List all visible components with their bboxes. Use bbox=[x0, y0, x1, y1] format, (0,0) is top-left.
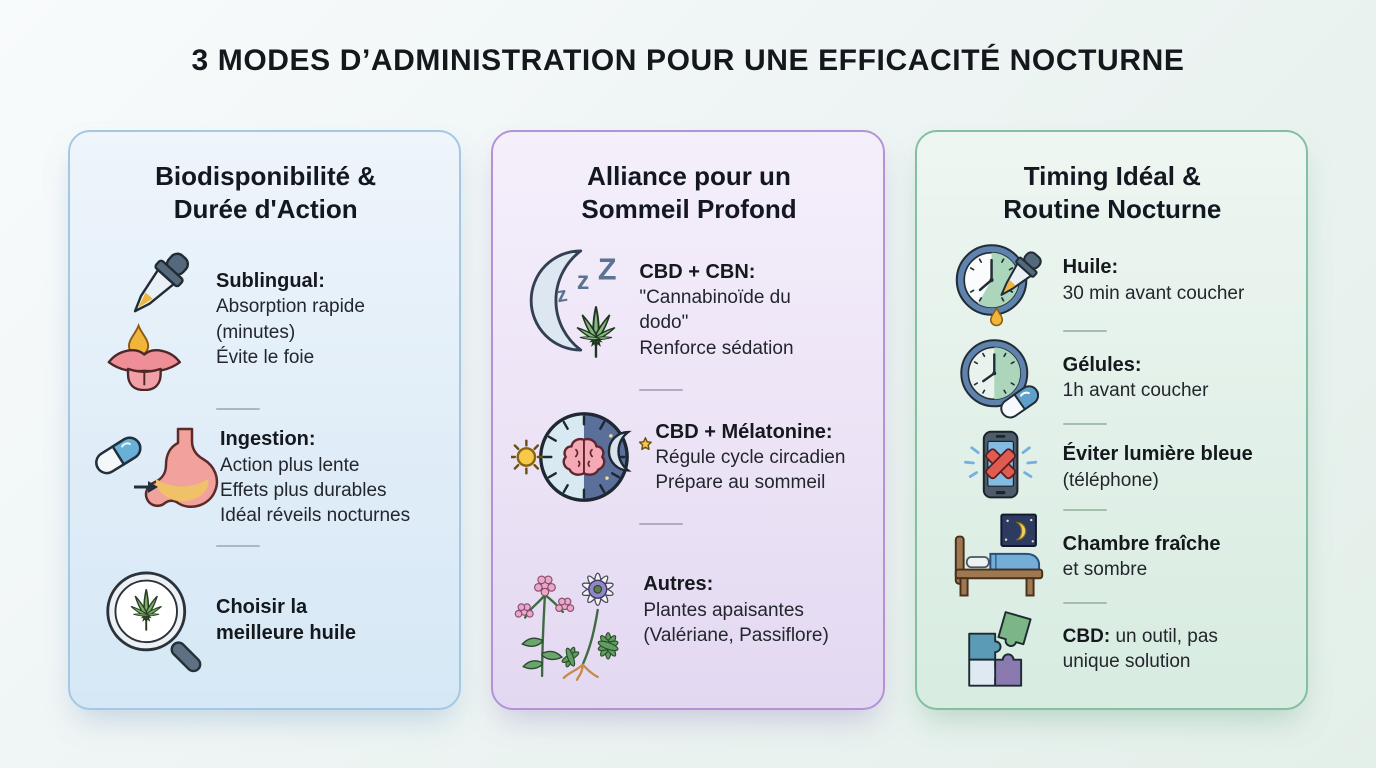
circadian-cycle-icon bbox=[511, 403, 655, 511]
item-cbd-melatonine: CBD + Mélatonine: Régule cycle circadien… bbox=[511, 403, 866, 511]
dropper-tongue-icon bbox=[88, 247, 216, 392]
item-label: CBD: bbox=[1062, 625, 1111, 647]
card-title: Timing Idéal & Routine Nocturne bbox=[1003, 161, 1222, 225]
item-line: 1h avant coucher bbox=[1062, 380, 1209, 402]
divider bbox=[216, 544, 260, 547]
item-huile: Huile: 30 min avant coucher bbox=[935, 232, 1290, 328]
divider bbox=[1062, 330, 1107, 332]
item-label: CBD + CBN: bbox=[639, 260, 756, 283]
item-line: Absorption rapide bbox=[216, 296, 365, 318]
item-label: Ingestion: bbox=[220, 428, 316, 451]
card-sleep-alliance: Alliance pour un Sommeil Profond z z Z bbox=[491, 130, 885, 710]
item-label: Chambre fraîche bbox=[1062, 532, 1221, 555]
item-line: unique solution bbox=[1062, 651, 1191, 673]
card-bioavailability: Biodisponibilité & Durée d'Action bbox=[68, 130, 462, 710]
card-body: Huile: 30 min avant coucher bbox=[935, 231, 1290, 694]
item-line: Régule cycle circadien bbox=[655, 447, 846, 469]
item-label: Autres: bbox=[643, 573, 714, 596]
item-line: Renforce sédation bbox=[639, 337, 794, 359]
divider bbox=[216, 407, 260, 410]
capsule-stomach-icon bbox=[88, 427, 220, 527]
item-line: (minutes) bbox=[216, 321, 296, 343]
bed-icon bbox=[935, 513, 1063, 601]
clock-dropper-icon bbox=[935, 232, 1063, 328]
svg-text:z: z bbox=[555, 283, 569, 307]
card-timing-routine: Timing Idéal & Routine Nocturne bbox=[914, 130, 1308, 710]
item-sublingual: Sublingual: Absorption rapide (minutes) … bbox=[88, 247, 443, 392]
item-cbd-cbn: z z Z bbox=[511, 243, 866, 377]
cards-container: Biodisponibilité & Durée d'Action bbox=[0, 130, 1376, 710]
moon-zzz-leaf-icon: z z Z bbox=[511, 243, 639, 377]
item-line: 30 min avant coucher bbox=[1062, 282, 1245, 304]
item-line: (Valériane, Passiflore) bbox=[643, 624, 829, 646]
item-label: Choisir la meilleure huile bbox=[216, 596, 357, 645]
divider bbox=[1062, 423, 1107, 426]
item-label: Gélules: bbox=[1062, 353, 1142, 376]
item-label: Sublingual: bbox=[216, 269, 325, 292]
item-line: Action plus lente bbox=[220, 454, 360, 476]
item-label: Huile: bbox=[1062, 256, 1119, 279]
svg-text:Z: Z bbox=[598, 252, 617, 286]
card-title: Alliance pour un Sommeil Profond bbox=[581, 161, 797, 225]
magnifier-leaf-icon bbox=[88, 563, 216, 677]
item-label: CBD + Mélatonine: bbox=[655, 420, 833, 443]
item-line-inline: un outil, pas bbox=[1115, 625, 1218, 647]
item-line: et sombre bbox=[1062, 559, 1148, 581]
item-line: "Cannabinoïde du dodo" bbox=[639, 287, 791, 334]
item-label: Éviter lumière bleue bbox=[1062, 443, 1253, 466]
item-best-oil: Choisir la meilleure huile bbox=[88, 563, 443, 677]
divider bbox=[1062, 602, 1107, 605]
item-line: Prépare au sommeil bbox=[655, 472, 826, 494]
divider bbox=[1062, 508, 1107, 511]
divider bbox=[639, 389, 684, 391]
card-title: Biodisponibilité & Durée d'Action bbox=[155, 161, 377, 225]
item-cbd-outil: CBD: un outil, pas unique solution bbox=[935, 606, 1290, 692]
puzzle-icon bbox=[935, 606, 1063, 692]
page-title: 3 MODES D’ADMINISTRATION POUR UNE EFFICA… bbox=[191, 44, 1185, 77]
item-lumiere-bleue: Éviter lumière bleue (téléphone) bbox=[935, 427, 1290, 507]
item-line: Plantes apaisantes bbox=[643, 599, 804, 621]
card-body: Sublingual: Absorption rapide (minutes) … bbox=[88, 231, 443, 694]
item-chambre: Chambre fraîche et sombre bbox=[935, 513, 1290, 601]
item-gelules: Gélules: 1h avant coucher bbox=[935, 334, 1290, 422]
item-line: (téléphone) bbox=[1062, 469, 1159, 491]
item-line: Évite le foie bbox=[216, 346, 315, 368]
clock-capsule-icon bbox=[935, 334, 1063, 422]
card-body: z z Z bbox=[511, 231, 866, 694]
item-autres-plantes: Autres: Plantes apaisantes (Valériane, P… bbox=[511, 538, 866, 682]
calming-plants-icon bbox=[511, 538, 643, 682]
item-line: CBD: un outil, pas bbox=[1063, 624, 1288, 649]
item-line: Idéal réveils nocturnes bbox=[220, 505, 411, 527]
item-ingestion: Ingestion: Action plus lente Effets plus… bbox=[88, 426, 443, 528]
no-phone-icon bbox=[935, 427, 1063, 507]
svg-text:z: z bbox=[577, 268, 589, 295]
item-line: Effets plus durables bbox=[220, 479, 387, 501]
divider bbox=[639, 523, 684, 526]
